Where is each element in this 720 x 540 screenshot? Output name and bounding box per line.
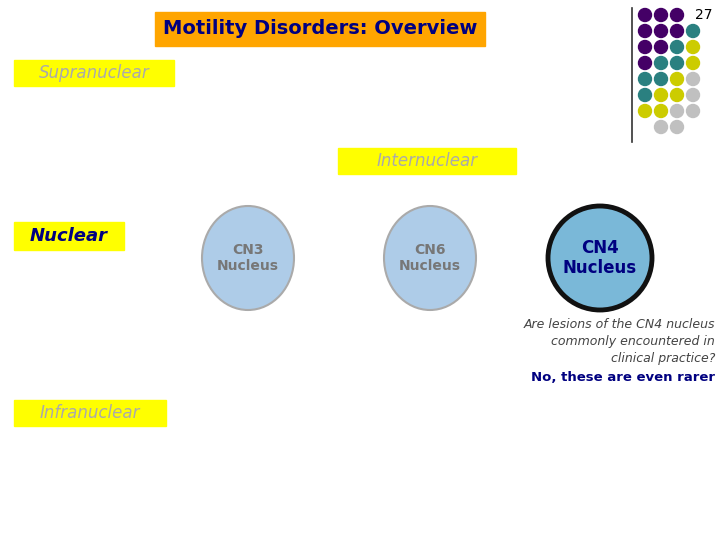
Circle shape <box>670 89 683 102</box>
Circle shape <box>654 120 667 133</box>
Circle shape <box>670 72 683 85</box>
Circle shape <box>654 24 667 37</box>
Circle shape <box>670 120 683 133</box>
Circle shape <box>639 40 652 53</box>
Circle shape <box>654 57 667 70</box>
Text: CN4
Nucleus: CN4 Nucleus <box>563 239 637 278</box>
Circle shape <box>654 89 667 102</box>
Circle shape <box>670 105 683 118</box>
FancyBboxPatch shape <box>338 148 516 174</box>
Circle shape <box>654 40 667 53</box>
Ellipse shape <box>202 206 294 310</box>
Text: CN6
Nucleus: CN6 Nucleus <box>399 243 461 273</box>
Ellipse shape <box>384 206 476 310</box>
Text: 27: 27 <box>696 8 713 22</box>
Circle shape <box>654 105 667 118</box>
Circle shape <box>639 105 652 118</box>
Circle shape <box>686 57 700 70</box>
FancyBboxPatch shape <box>14 60 174 86</box>
Circle shape <box>670 40 683 53</box>
Text: Infranuclear: Infranuclear <box>40 404 140 422</box>
Circle shape <box>654 72 667 85</box>
Circle shape <box>670 9 683 22</box>
Circle shape <box>654 9 667 22</box>
Circle shape <box>686 24 700 37</box>
Circle shape <box>686 105 700 118</box>
Circle shape <box>686 72 700 85</box>
FancyBboxPatch shape <box>155 12 485 46</box>
Circle shape <box>670 57 683 70</box>
Circle shape <box>639 72 652 85</box>
FancyBboxPatch shape <box>14 222 124 250</box>
Circle shape <box>639 89 652 102</box>
Text: Internuclear: Internuclear <box>377 152 477 170</box>
Text: Are lesions of the CN4 nucleus: Are lesions of the CN4 nucleus <box>523 318 715 331</box>
Circle shape <box>686 89 700 102</box>
Circle shape <box>670 24 683 37</box>
FancyBboxPatch shape <box>14 400 166 426</box>
Circle shape <box>639 57 652 70</box>
Circle shape <box>639 24 652 37</box>
Circle shape <box>639 9 652 22</box>
Text: CN3
Nucleus: CN3 Nucleus <box>217 243 279 273</box>
Text: No, these are even rarer: No, these are even rarer <box>531 371 715 384</box>
Text: clinical practice?: clinical practice? <box>611 352 715 365</box>
Circle shape <box>686 40 700 53</box>
Text: commonly encountered in: commonly encountered in <box>552 335 715 348</box>
Text: Motility Disorders: Overview: Motility Disorders: Overview <box>163 19 477 38</box>
Circle shape <box>548 206 652 310</box>
Text: Supranuclear: Supranuclear <box>39 64 149 82</box>
Text: Nuclear: Nuclear <box>30 227 108 245</box>
